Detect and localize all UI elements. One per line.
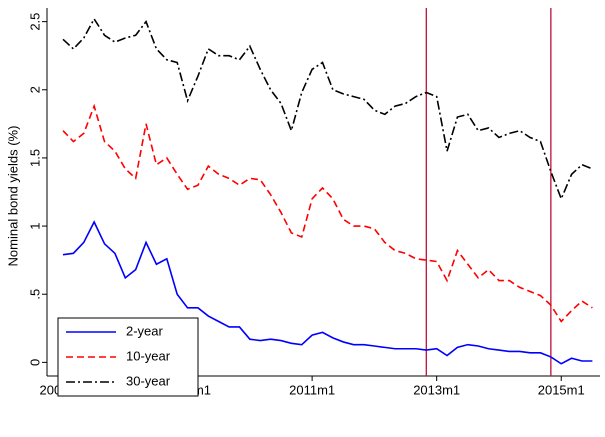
y-tick-label: 0 [27, 359, 42, 366]
y-tick-label: 1.5 [27, 149, 42, 167]
legend-label: 10-year [126, 348, 171, 363]
y-tick-label: 2.5 [27, 13, 42, 31]
legend-label: 2-year [126, 323, 164, 338]
y-tick-label: 2 [27, 86, 42, 93]
x-tick-label: 2015m1 [538, 382, 585, 397]
x-tick-label: 2013m1 [413, 382, 460, 397]
x-tick-label: 2011m1 [289, 382, 335, 397]
y-tick-label: .5 [27, 289, 42, 300]
series-line [62, 103, 593, 323]
y-axis-label: Nominal bond yields (%) [5, 126, 20, 267]
y-tick-label: 1 [27, 222, 42, 229]
series-line [62, 17, 593, 201]
series-line [62, 220, 593, 365]
legend-label: 30-year [126, 373, 171, 388]
